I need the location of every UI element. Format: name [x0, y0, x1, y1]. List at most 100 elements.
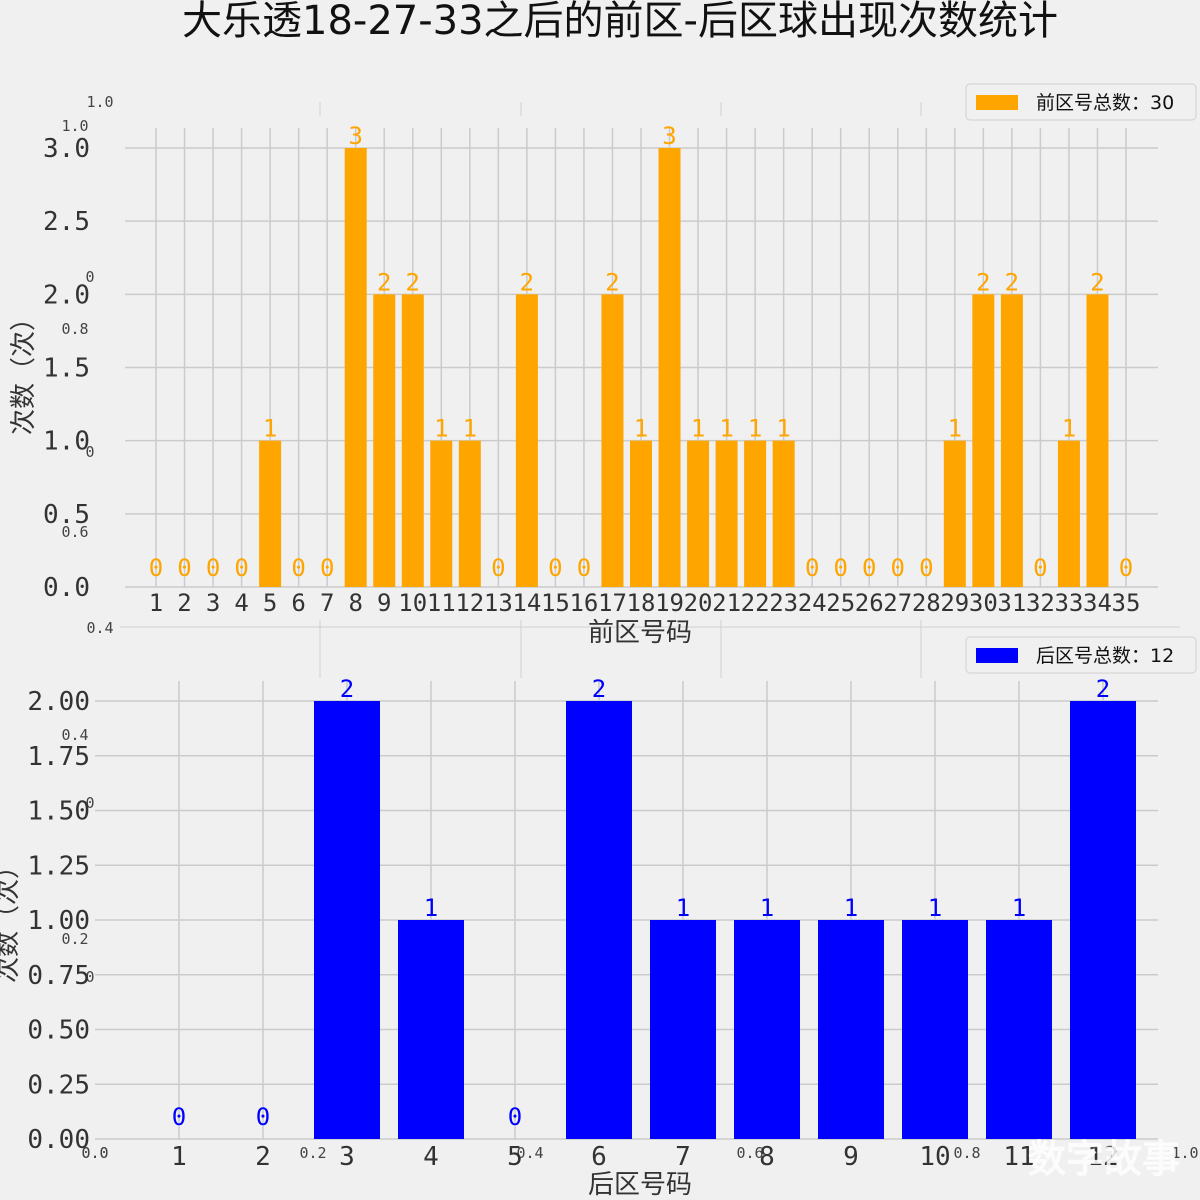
x-tick-label: 6: [291, 589, 305, 617]
bar-9: [373, 294, 396, 587]
legend-label: 前区号总数：30: [1036, 92, 1174, 114]
data-label-7: 0: [320, 554, 334, 582]
background-tick-label: 0.4: [86, 619, 113, 637]
x-tick-label: 6: [591, 1142, 607, 1172]
x-tick-label: 33: [1054, 589, 1083, 617]
data-label-21: 1: [719, 415, 733, 443]
data-label-27: 0: [891, 554, 905, 582]
data-label-14: 2: [520, 268, 534, 296]
background-tick-label: 0.4: [61, 726, 88, 744]
x-tick-label: 9: [377, 589, 391, 617]
y-tick-label: 2.00: [27, 687, 90, 717]
x-tick-label: 3: [206, 589, 220, 617]
x-tick-label: 10: [398, 589, 427, 617]
x-tick-label: 23: [769, 589, 798, 617]
data-label-23: 1: [776, 415, 790, 443]
background-axes: 1.01.000.800.60.40.400.200.00.0 0.2 0.4 0.6…: [61, 93, 1198, 1162]
background-tick-label: 1.0: [86, 93, 113, 111]
bar-17: [601, 294, 624, 587]
y-tick-label: 3.0: [43, 134, 90, 164]
data-label-26: 0: [862, 554, 876, 582]
data-label-1: 0: [172, 1103, 186, 1131]
data-label-2: 0: [177, 554, 191, 582]
bar-10: [902, 920, 968, 1139]
data-label-6: 2: [592, 675, 606, 703]
data-label-16: 0: [577, 554, 591, 582]
x-tick-label: 28: [912, 589, 941, 617]
data-label-31: 2: [1005, 268, 1019, 296]
y-tick-label: 1.0: [43, 427, 90, 457]
x-tick-label: 13: [484, 589, 513, 617]
bar-14: [515, 294, 538, 587]
data-label-5: 0: [508, 1103, 522, 1131]
x-tick-label: 4: [423, 1142, 439, 1172]
legend: 后区号总数：12: [965, 636, 1197, 674]
data-label-12: 2: [1096, 675, 1110, 703]
x-tick-label: 2: [255, 1142, 271, 1172]
bar-5: [259, 440, 282, 587]
data-label-2: 0: [256, 1103, 270, 1131]
bar-30: [972, 294, 995, 587]
bar-10: [401, 294, 424, 587]
legend-swatch: [976, 95, 1018, 110]
bar-19: [658, 148, 681, 587]
legend-label: 后区号总数：12: [1036, 645, 1174, 667]
data-label-8: 3: [348, 122, 362, 150]
chart-title: 大乐透18-27-33之后的前区-后区球出现次数统计: [182, 0, 1058, 44]
x-tick-label: 15: [541, 589, 570, 617]
bar-8: [734, 920, 800, 1139]
bar-11: [986, 920, 1052, 1139]
y-tick-label: 0.25: [27, 1070, 90, 1100]
x-tick-label: 24: [798, 589, 827, 617]
legend: 前区号总数：30: [965, 83, 1197, 121]
x-tick-label: 12: [1087, 1142, 1118, 1172]
x-tick-label: 35: [1112, 589, 1141, 617]
x-tick-label: 30: [969, 589, 998, 617]
x-tick-label: 16: [569, 589, 598, 617]
background-tick-label: 0: [85, 794, 94, 812]
y-tick-label: 0.0: [43, 573, 90, 603]
x-tick-label: 7: [320, 589, 334, 617]
x-tick-label: 22: [741, 589, 770, 617]
bar-4: [398, 920, 464, 1139]
x-tick-label: 25: [826, 589, 855, 617]
bar-18: [630, 440, 652, 587]
background-tick-label: 0: [85, 443, 94, 461]
bar-21: [715, 440, 738, 587]
x-tick-label: 8: [759, 1142, 775, 1172]
bar-33: [1057, 440, 1080, 587]
bar-11: [430, 440, 453, 587]
data-label-4: 0: [234, 554, 248, 582]
data-label-11: 1: [434, 415, 448, 443]
data-label-3: 0: [206, 554, 220, 582]
data-label-25: 0: [833, 554, 847, 582]
y-tick-label: 1.5: [43, 354, 90, 384]
data-label-35: 0: [1119, 554, 1133, 582]
x-tick-label: 11: [427, 589, 456, 617]
data-label-13: 0: [491, 554, 505, 582]
data-label-18: 1: [634, 415, 648, 443]
background-tick-label: 0: [85, 268, 94, 286]
y-tick-label: 2.5: [43, 207, 90, 237]
bar-31: [1000, 294, 1023, 587]
x-tick-label: 20: [684, 589, 713, 617]
data-label-6: 0: [291, 554, 305, 582]
data-label-22: 1: [748, 415, 762, 443]
data-label-29: 1: [948, 415, 962, 443]
bar-20: [687, 440, 710, 587]
x-tick-label: 7: [675, 1142, 691, 1172]
x-tick-label: 17: [598, 589, 627, 617]
data-label-3: 2: [340, 675, 354, 703]
data-label-32: 0: [1033, 554, 1047, 582]
x-tick-label: 5: [263, 589, 277, 617]
x-tick-label: 5: [507, 1142, 523, 1172]
y-tick-label: 1.75: [27, 742, 90, 772]
x-tick-label: 1: [171, 1142, 187, 1172]
data-label-10: 1: [928, 894, 942, 922]
x-tick-label: 14: [512, 589, 541, 617]
data-label-9: 1: [844, 894, 858, 922]
data-label-28: 0: [919, 554, 933, 582]
watermark: 数字故事: [1028, 1137, 1180, 1181]
